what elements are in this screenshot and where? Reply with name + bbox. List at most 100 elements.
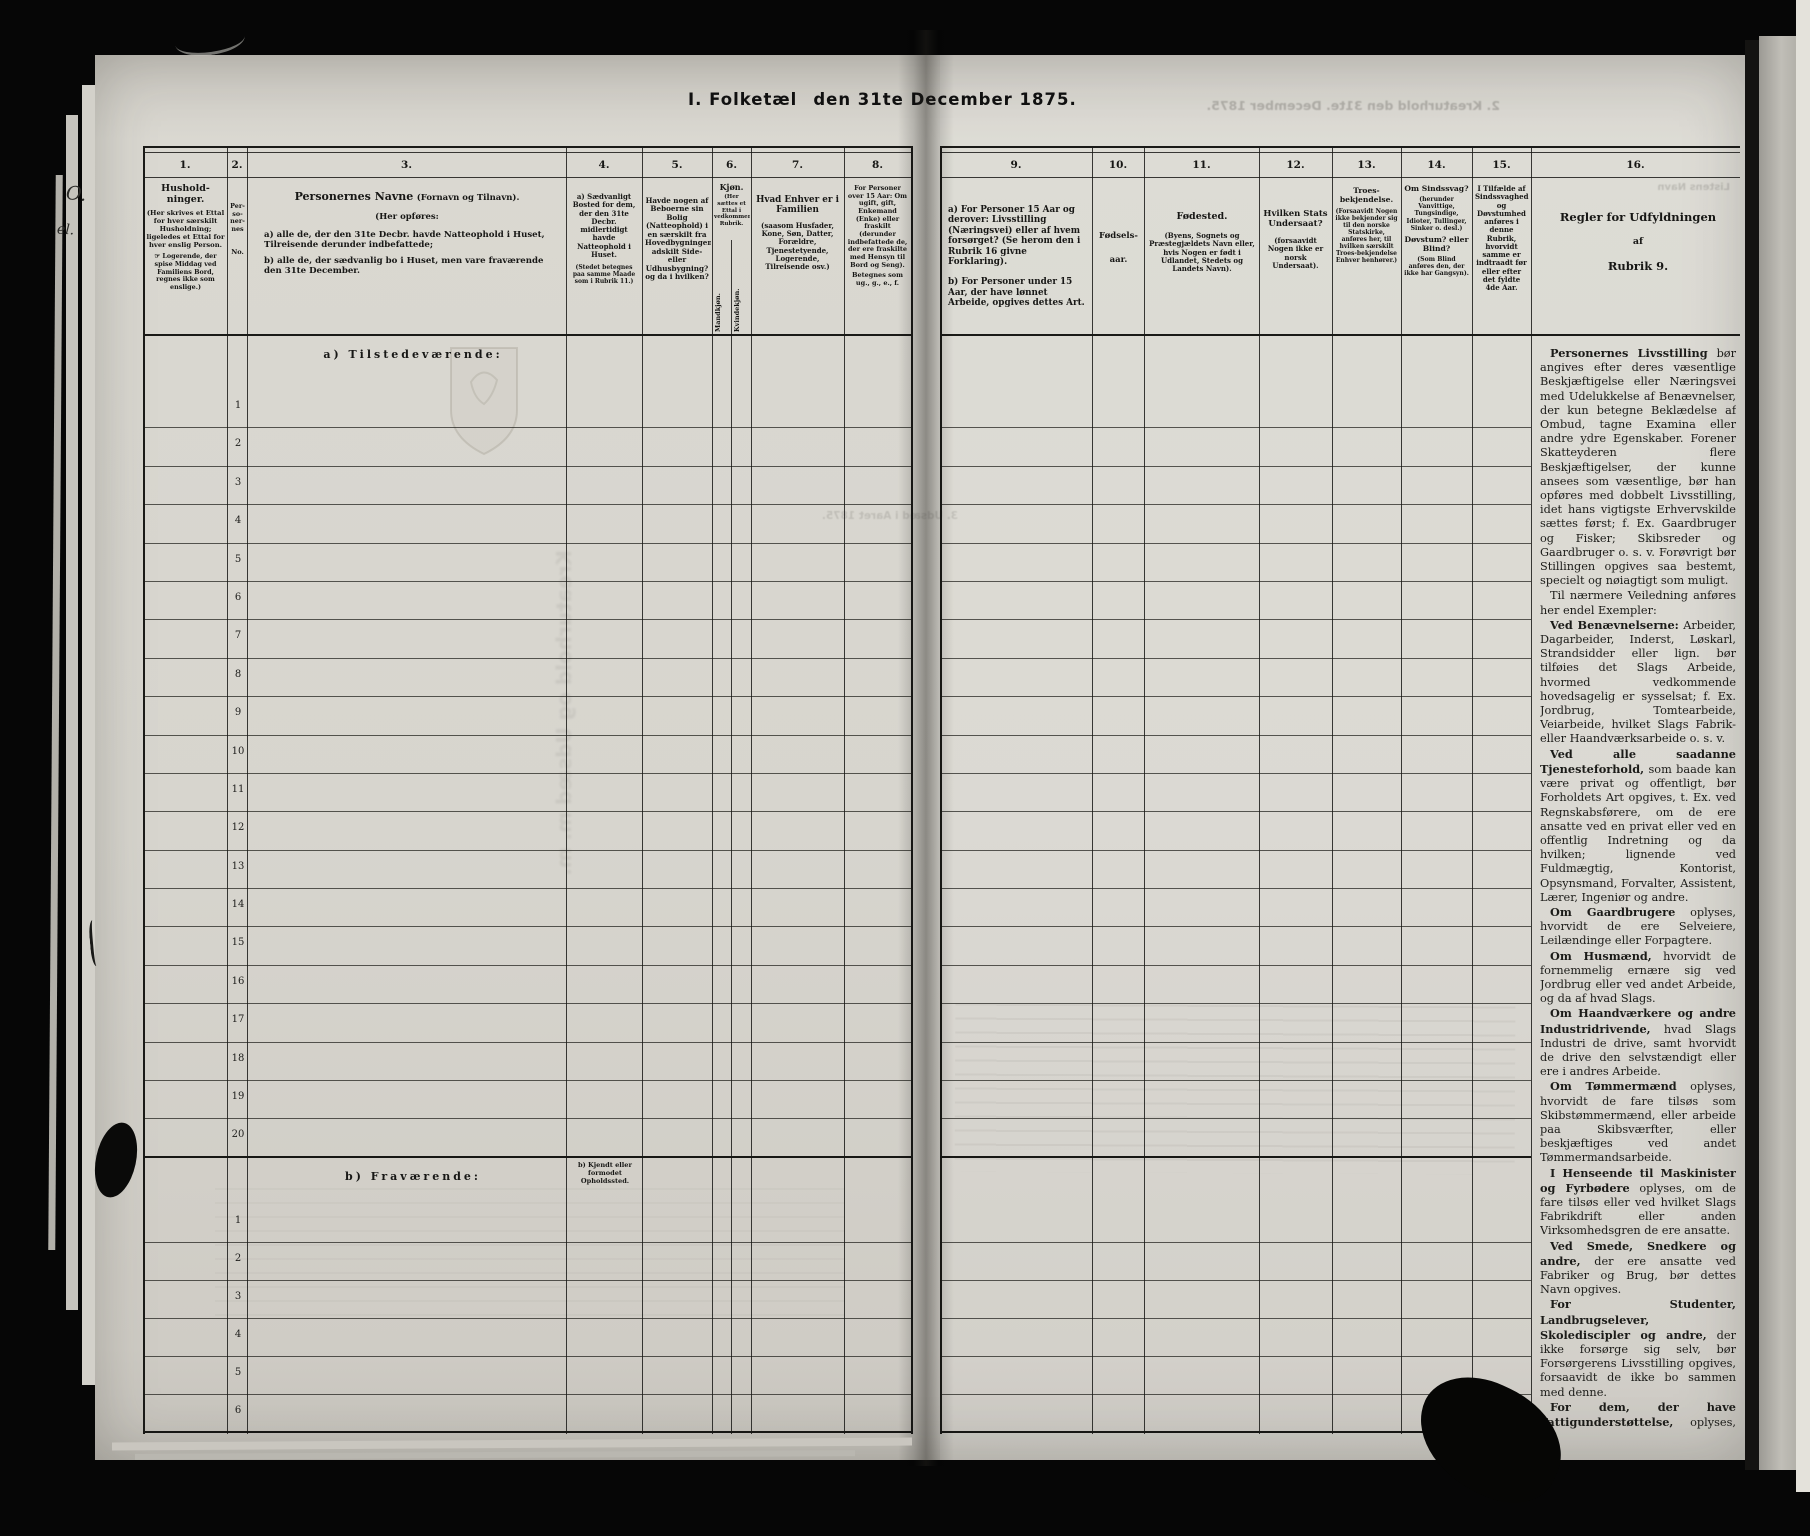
right-page-body	[940, 336, 1531, 1433]
col-border	[1144, 146, 1145, 1434]
col11-number: 11.	[1192, 159, 1211, 171]
row-number: 6	[234, 1404, 242, 1416]
row-number: 1	[234, 1214, 242, 1226]
col13-header: Troes-bekjendelse. (Forsaavidt Nogen ikk…	[1335, 186, 1398, 265]
col4-header: a) Sædvanligt Bosted for dem, der den 31…	[572, 192, 636, 286]
col-border	[1531, 146, 1532, 1434]
header-bottom-line	[143, 334, 912, 336]
table-row	[940, 582, 1531, 621]
col6-number: 6.	[726, 159, 737, 171]
col6-female-label: Kvindekjøn.	[733, 288, 741, 332]
table-row	[940, 467, 1531, 506]
table-row: 5	[143, 1357, 911, 1395]
table-row: 6	[143, 1395, 911, 1433]
row-number: 2	[234, 1252, 242, 1264]
col2-syllable: ner-	[230, 217, 245, 226]
table-row	[940, 1119, 1531, 1158]
rules-paragraph: Ved Smede, Snedkere og andre, der ere an…	[1540, 1238, 1736, 1297]
row-number: 3	[234, 1290, 242, 1302]
rules-paragraph: Om Haandværkere og andre Industridrivend…	[1540, 1006, 1736, 1079]
table-row: 14	[143, 889, 911, 928]
col-border	[1401, 146, 1402, 1434]
col9-number: 9.	[1010, 159, 1022, 171]
table-row: 11	[143, 774, 911, 813]
col6-male-label: Mandkjøn.	[714, 293, 722, 332]
left-page-edge	[82, 85, 95, 1385]
bleed-through-text-lines	[215, 1188, 845, 1318]
table-row: 9	[143, 697, 911, 736]
left-page-edge	[48, 174, 63, 1251]
row-number: 1	[234, 400, 242, 411]
section-b-label: b) Fraværende:	[345, 1169, 481, 1183]
col11-header: Fødested. (Byens, Sognets og Præstegjæld…	[1149, 211, 1255, 274]
next-page-edge	[1759, 36, 1796, 1470]
col14-header: Om Sindssvag? (herunder Vanvittige, Tung…	[1404, 184, 1469, 278]
col-border	[1472, 146, 1473, 1434]
col2-syllable: nes	[231, 224, 244, 233]
col15-number: 15.	[1492, 159, 1511, 171]
col6-header: Kjøn. (Her sættes et Ettal i vedkommende…	[714, 182, 750, 227]
table-row: 4	[143, 1319, 911, 1357]
row-number: 13	[231, 860, 245, 872]
table-row	[940, 390, 1531, 429]
rules-paragraph: For Studenter, Landbrugselever, Skoledis…	[1540, 1297, 1736, 1399]
table-row	[940, 774, 1531, 813]
table-row	[940, 428, 1531, 467]
table-row	[940, 1357, 1531, 1395]
col3-number: 3.	[401, 159, 412, 171]
table-row: 13	[143, 851, 911, 890]
table-row	[940, 1043, 1531, 1082]
col8-number: 8.	[872, 159, 883, 171]
col-border	[751, 146, 752, 1434]
rules-paragraph: For dem, der have Fattigunderstøttelse, …	[1540, 1399, 1736, 1431]
col12-number: 12.	[1286, 159, 1305, 171]
table-row	[940, 812, 1531, 851]
table-row	[940, 1281, 1531, 1319]
book-fold-shadow	[898, 30, 954, 1466]
col-border	[1332, 146, 1333, 1434]
row-number: 7	[234, 630, 242, 642]
right-page-tint	[940, 55, 1745, 1460]
col13-number: 13.	[1357, 159, 1376, 171]
section-a-label: a) Tilstedeværende:	[323, 348, 503, 361]
section-b-residence-note: b) Kjendt eller formodet Opholdssted.	[578, 1160, 632, 1185]
ghost-mirrored-label: Listens Navn	[1657, 182, 1730, 193]
col1-header: Hushold-ninger. (Her skrives et Ettal fo…	[146, 183, 225, 291]
table-row: 12	[143, 812, 911, 851]
row-number: 5	[234, 553, 242, 565]
col4-number: 4.	[598, 159, 610, 171]
col-border	[143, 146, 145, 1434]
table-row	[940, 736, 1531, 774]
right-page-left-border	[940, 146, 942, 1434]
rules-paragraph: Ved alle saadanne Tjenesteforhold, som b…	[1540, 746, 1736, 904]
col15-header: I Tilfælde af Sindssvaghed og Døvstumhed…	[1475, 184, 1529, 292]
col-border	[1092, 146, 1093, 1434]
row-number: 9	[234, 707, 242, 719]
table-row	[940, 1004, 1531, 1043]
table-top-border	[940, 146, 1740, 148]
handwritten-mark: O.	[64, 181, 88, 207]
col16-header: Regler for Udfyldningen af Rubrik 9.	[1559, 210, 1717, 273]
left-page-right-border	[911, 146, 913, 1434]
row-number: 4	[234, 1328, 242, 1340]
col5-header: Havde nogen af Beboerne sin Bolig (Natte…	[645, 196, 711, 282]
paper-spread	[95, 55, 1745, 1460]
col2-syllable: so-	[232, 209, 243, 218]
table-row	[940, 1205, 1531, 1243]
rules-paragraph: Om Husmænd, hvorvidt de fornemmelig ernæ…	[1540, 948, 1736, 1006]
row-number: 12	[231, 822, 245, 834]
col5-number: 5.	[671, 159, 683, 171]
rules-paragraph: Til nærmere Veiledning anføres her endel…	[1540, 589, 1736, 617]
col2-syllable: Per-	[230, 202, 245, 210]
table-row	[940, 1081, 1531, 1120]
table-row	[940, 505, 1531, 544]
row-number: 2	[234, 438, 242, 450]
col2-number: 2.	[231, 159, 243, 171]
table-row: 19	[143, 1081, 911, 1120]
table-row	[940, 659, 1531, 698]
col7-header: Hvad Enhver er i Familien (saasom Husfad…	[756, 195, 839, 271]
col8-header: For Personer over 15 Aar: Om ugift, gift…	[847, 184, 908, 287]
section-a-header: a) Tilstedeværende:	[143, 336, 911, 390]
rules-for-column9-text: Personernes Livsstilling bør angives eft…	[1540, 346, 1736, 1431]
table-row: 4	[143, 505, 911, 544]
